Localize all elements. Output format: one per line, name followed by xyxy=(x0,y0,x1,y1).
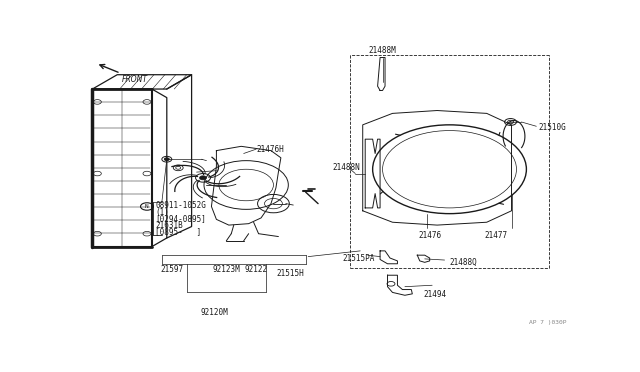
Text: 21515PA: 21515PA xyxy=(343,254,375,263)
Text: 21476: 21476 xyxy=(418,231,441,240)
Text: 21488N: 21488N xyxy=(333,163,360,172)
Text: 08911-1052G: 08911-1052G xyxy=(156,201,206,210)
Text: 92122: 92122 xyxy=(244,265,268,274)
Text: N: N xyxy=(145,204,149,209)
Text: 21488M: 21488M xyxy=(369,46,396,55)
Text: 21510G: 21510G xyxy=(539,123,566,132)
Circle shape xyxy=(164,158,169,161)
Text: 21631B: 21631B xyxy=(156,221,183,230)
Text: 92123M: 92123M xyxy=(212,265,240,274)
Text: [0895-   ]: [0895- ] xyxy=(156,227,202,236)
Text: 21477: 21477 xyxy=(484,231,508,240)
Text: (1): (1) xyxy=(156,208,169,217)
Text: 21494: 21494 xyxy=(423,289,446,299)
Circle shape xyxy=(200,176,207,180)
Text: 21515H: 21515H xyxy=(277,269,305,279)
Text: 92120M: 92120M xyxy=(200,308,228,317)
Text: 21488Q: 21488Q xyxy=(449,258,477,267)
Text: 21476H: 21476H xyxy=(256,145,284,154)
Text: FRONT: FRONT xyxy=(122,75,148,84)
Text: AP 7 )030P: AP 7 )030P xyxy=(529,320,566,326)
Text: 21597: 21597 xyxy=(160,265,183,274)
Text: [0294-0895]: [0294-0895] xyxy=(156,214,206,223)
